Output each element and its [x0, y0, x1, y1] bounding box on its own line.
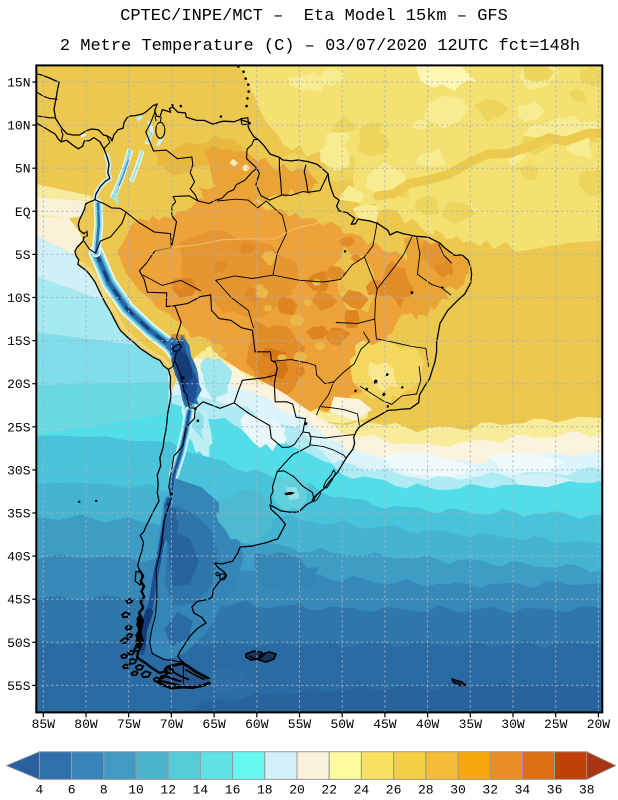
svg-text:40S: 40S	[7, 550, 31, 565]
svg-text:75W: 75W	[117, 717, 141, 732]
svg-text:80W: 80W	[74, 717, 98, 732]
svg-text:14: 14	[193, 783, 209, 798]
svg-text:10: 10	[128, 783, 144, 798]
svg-text:10S: 10S	[7, 291, 31, 306]
svg-text:6: 6	[68, 783, 76, 798]
svg-text:28: 28	[418, 783, 434, 798]
svg-text:25W: 25W	[544, 717, 568, 732]
svg-text:36: 36	[547, 783, 563, 798]
svg-text:12: 12	[160, 783, 176, 798]
svg-text:CPTEC/INPE/MCT – Eta Model 15: CPTEC/INPE/MCT – Eta Model 15km – GFS	[120, 7, 508, 26]
svg-text:15N: 15N	[7, 76, 30, 91]
svg-text:40W: 40W	[416, 717, 440, 732]
svg-text:50S: 50S	[7, 636, 31, 651]
svg-text:16: 16	[225, 783, 241, 798]
svg-text:22: 22	[321, 783, 337, 798]
svg-text:EQ: EQ	[15, 205, 31, 220]
svg-text:26: 26	[386, 783, 402, 798]
svg-text:55S: 55S	[7, 679, 31, 694]
svg-text:15S: 15S	[7, 334, 31, 349]
svg-text:4: 4	[35, 783, 43, 798]
svg-text:35W: 35W	[459, 717, 483, 732]
svg-text:45W: 45W	[373, 717, 397, 732]
svg-text:60W: 60W	[245, 717, 269, 732]
svg-text:34: 34	[515, 783, 531, 798]
svg-text:20W: 20W	[587, 717, 611, 732]
svg-text:5S: 5S	[15, 248, 31, 263]
svg-text:25S: 25S	[7, 420, 31, 435]
svg-text:30: 30	[450, 783, 466, 798]
svg-text:20: 20	[289, 783, 305, 798]
svg-text:85W: 85W	[32, 717, 56, 732]
svg-text:65W: 65W	[202, 717, 226, 732]
svg-text:45S: 45S	[7, 593, 31, 608]
svg-text:70W: 70W	[160, 717, 184, 732]
svg-text:32: 32	[482, 783, 498, 798]
svg-text:8: 8	[100, 783, 108, 798]
svg-text:38: 38	[579, 783, 595, 798]
svg-text:24: 24	[354, 783, 370, 798]
svg-text:10N: 10N	[7, 119, 30, 134]
svg-text:18: 18	[257, 783, 273, 798]
svg-text:5N: 5N	[15, 162, 31, 177]
svg-text:30W: 30W	[501, 717, 525, 732]
svg-text:55W: 55W	[288, 717, 312, 732]
svg-text:35S: 35S	[7, 507, 31, 522]
svg-text:20S: 20S	[7, 377, 31, 392]
svg-text:30S: 30S	[7, 463, 31, 478]
svg-text:2 Metre Temperature (C) – 03/0: 2 Metre Temperature (C) – 03/07/2020 12U…	[60, 37, 580, 56]
svg-text:50W: 50W	[330, 717, 354, 732]
